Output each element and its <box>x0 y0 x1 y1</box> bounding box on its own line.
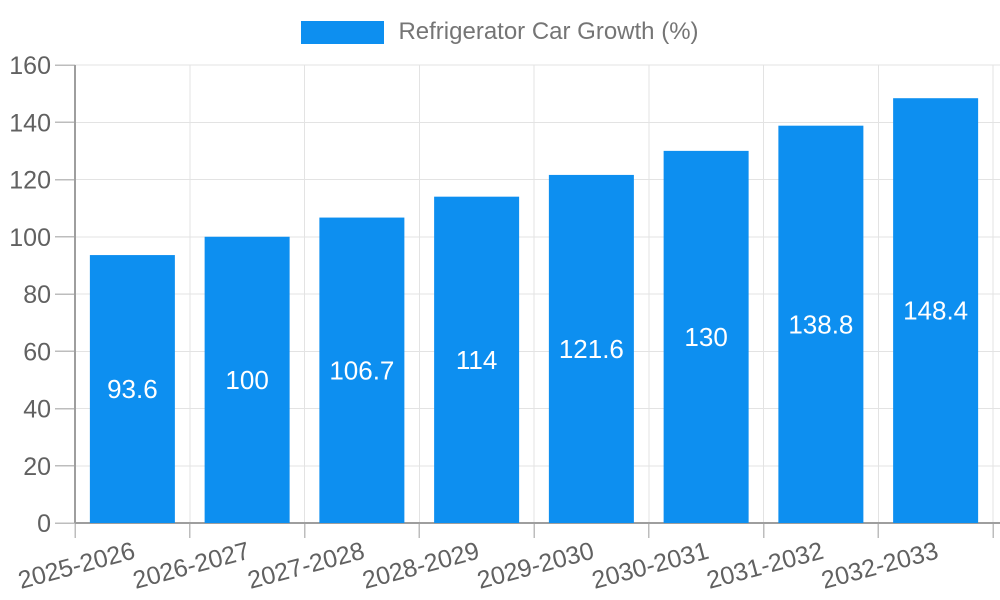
chart-legend[interactable]: Refrigerator Car Growth (%) <box>0 18 1000 46</box>
bar[interactable] <box>319 217 405 524</box>
x-axis-category-label: 2027-2028 <box>245 537 368 595</box>
x-axis-category-label: 2032-2033 <box>818 537 941 595</box>
y-axis-tick-label: 20 <box>23 453 51 481</box>
x-axis-category-label: 2025-2026 <box>15 537 138 595</box>
y-axis-tick-label: 140 <box>9 109 51 137</box>
bar[interactable] <box>89 255 175 523</box>
bar[interactable] <box>893 98 979 523</box>
bar[interactable] <box>204 236 290 523</box>
bar-value-label: 121.6 <box>559 334 624 364</box>
y-axis-tick-label: 80 <box>23 281 51 309</box>
bar-value-label: 106.7 <box>329 355 394 385</box>
bar[interactable] <box>778 125 864 523</box>
y-axis-tick-label: 0 <box>37 510 51 538</box>
y-axis-tick-label: 60 <box>23 338 51 366</box>
y-axis-tick-label: 120 <box>9 167 51 195</box>
legend-label[interactable]: Refrigerator Car Growth (%) <box>398 18 699 45</box>
bar[interactable] <box>434 196 520 524</box>
bar-value-label: 100 <box>225 365 268 395</box>
bar-value-label: 148.4 <box>903 296 968 326</box>
bar[interactable] <box>548 174 634 524</box>
x-axis-category-label: 2028-2029 <box>359 537 482 595</box>
bar-value-label: 114 <box>456 345 497 375</box>
bar-value-label: 138.8 <box>788 309 853 339</box>
y-axis-tick-label: 160 <box>9 52 51 80</box>
x-axis-category-label: 2026-2027 <box>130 537 253 595</box>
y-axis-tick-label: 100 <box>9 224 51 252</box>
bar[interactable] <box>663 150 749 523</box>
bar-value-label: 130 <box>684 322 727 352</box>
x-axis-category-label: 2031-2032 <box>704 537 827 595</box>
x-axis-category-label: 2030-2031 <box>589 537 712 595</box>
legend-swatch[interactable] <box>301 20 385 44</box>
y-axis-tick-label: 40 <box>23 396 51 424</box>
bar-value-label: 93.6 <box>107 374 158 404</box>
x-axis-category-label: 2029-2030 <box>474 537 597 595</box>
